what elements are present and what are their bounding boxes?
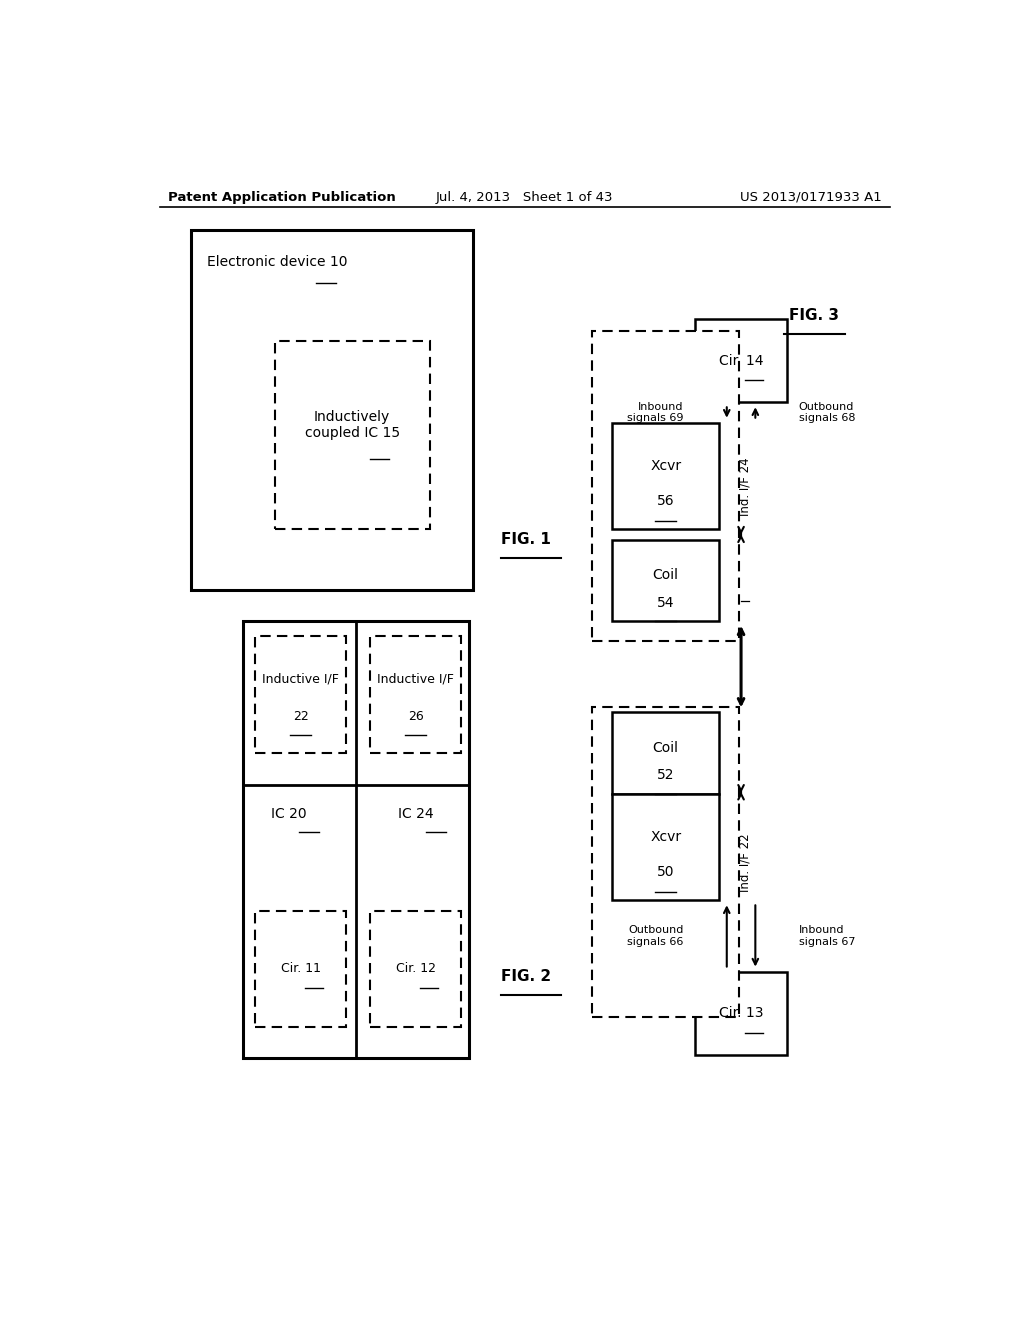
Bar [612, 713, 719, 793]
Text: FIG. 1: FIG. 1 [501, 532, 551, 546]
Text: Outbound
signals 68: Outbound signals 68 [799, 401, 855, 424]
Bar [370, 911, 461, 1027]
Text: Inductively
coupled IC 15: Inductively coupled IC 15 [304, 411, 399, 441]
Text: 26: 26 [408, 710, 424, 723]
Text: Inbound
signals 69: Inbound signals 69 [627, 401, 684, 424]
Text: Coil: Coil [652, 568, 679, 582]
Bar [274, 342, 430, 529]
Bar [592, 708, 739, 1018]
Text: Cir. 14: Cir. 14 [719, 354, 763, 368]
Bar [370, 636, 461, 752]
Text: Inductive I/F: Inductive I/F [262, 673, 339, 686]
Text: Xcvr: Xcvr [650, 459, 681, 473]
Text: FIG. 3: FIG. 3 [790, 309, 840, 323]
Text: 22: 22 [293, 710, 308, 723]
Text: Jul. 4, 2013   Sheet 1 of 43: Jul. 4, 2013 Sheet 1 of 43 [436, 190, 613, 203]
Text: Cir. 13: Cir. 13 [719, 1006, 763, 1020]
Bar [255, 911, 346, 1027]
Text: FIG. 2: FIG. 2 [501, 969, 551, 985]
Text: Outbound
signals 66: Outbound signals 66 [627, 925, 684, 946]
Text: 50: 50 [657, 866, 675, 879]
Text: Inductive I/F: Inductive I/F [377, 673, 454, 686]
Bar [695, 972, 786, 1055]
Bar [612, 793, 719, 900]
Bar [612, 422, 719, 529]
Bar [695, 319, 786, 403]
Text: Cir. 11: Cir. 11 [281, 962, 321, 975]
Text: IC 24: IC 24 [398, 807, 434, 821]
Bar [255, 636, 346, 752]
Text: Ind. I/F 24: Ind. I/F 24 [739, 457, 752, 516]
Text: Cir. 12: Cir. 12 [395, 962, 435, 975]
Bar [191, 230, 473, 590]
Text: Inbound
signals 67: Inbound signals 67 [799, 925, 855, 946]
Text: Coil: Coil [652, 741, 679, 755]
Text: Xcvr: Xcvr [650, 830, 681, 843]
Bar [592, 331, 739, 642]
Text: Patent Application Publication: Patent Application Publication [168, 190, 395, 203]
Text: US 2013/0171933 A1: US 2013/0171933 A1 [740, 190, 882, 203]
Bar [612, 540, 719, 620]
Text: IC 20: IC 20 [271, 807, 307, 821]
Text: 54: 54 [657, 595, 675, 610]
Text: 52: 52 [657, 768, 675, 783]
Text: 56: 56 [656, 495, 675, 508]
Text: Electronic device 10: Electronic device 10 [207, 255, 348, 269]
Bar [243, 620, 469, 1057]
Text: Ind. I/F 22: Ind. I/F 22 [739, 833, 752, 891]
